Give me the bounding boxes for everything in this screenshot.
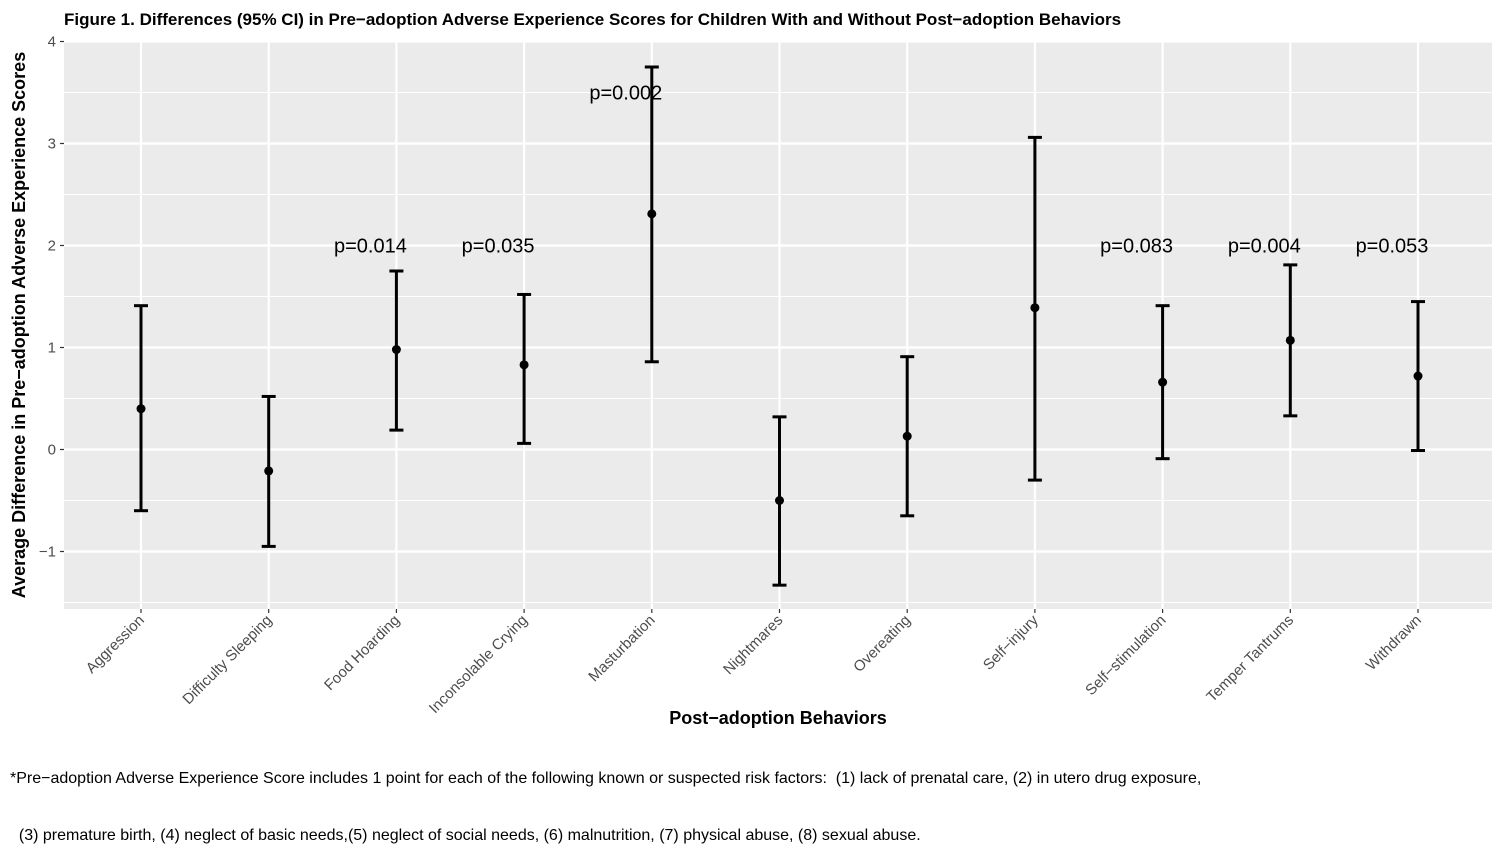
error-bar <box>1283 263 1298 418</box>
x-tick-label: Overeating <box>850 612 914 676</box>
estimate-point <box>136 404 146 414</box>
estimate-point <box>391 345 401 355</box>
estimate-point <box>519 360 529 370</box>
estimate-point <box>1413 371 1423 381</box>
y-axis: −1 0 1 2 3 4 <box>39 34 64 561</box>
x-axis: Aggression Difficulty Sleeping Food Hoardi… <box>83 609 1425 717</box>
estimate-point <box>902 431 912 441</box>
estimate-point <box>264 466 274 476</box>
error-bar <box>389 269 404 432</box>
chart-title: Figure 1. Differences (95% CI) in Pre−ad… <box>64 10 1121 29</box>
x-tick-label: Self−injury <box>980 611 1042 673</box>
estimate-point <box>775 496 784 505</box>
error-bar <box>134 304 148 513</box>
error-bar <box>517 292 532 445</box>
estimate-point <box>1158 377 1168 387</box>
estimate-point <box>647 209 657 219</box>
error-bar <box>772 415 787 587</box>
footnote: *Pre−adoption Adverse Experience Score i… <box>10 731 1500 864</box>
p-value-label: p=0.002 <box>589 83 662 105</box>
error-bar <box>1027 135 1042 482</box>
error-bar <box>644 65 659 364</box>
error-bar <box>900 355 915 518</box>
y-tick-label: 4 <box>48 34 56 51</box>
footnote-line-2: (3) premature birth, (4) neglect of basi… <box>10 827 921 844</box>
x-axis-label: Post−adoption Behaviors <box>669 708 887 728</box>
y-tick-label: 0 <box>48 442 56 459</box>
p-value-label: p=0.035 <box>462 236 535 258</box>
p-value-annotations: p=0.014 p=0.035 p=0.002 p=0.083 p=0.004 p=0.0… <box>334 83 1428 258</box>
estimate-point <box>1030 303 1040 313</box>
y-tick-label: 3 <box>48 136 56 153</box>
y-tick-label: −1 <box>39 544 56 561</box>
y-axis-label: Average Difference in Pre−adoption Adver… <box>9 52 29 598</box>
x-tick-label: Inconsolable Crying <box>426 612 531 717</box>
x-tick-label: Food Hoarding <box>321 612 403 694</box>
error-bar <box>1155 304 1170 461</box>
x-tick-label: Self−stimulation <box>1082 612 1169 699</box>
x-tick-label: Difficulty Sleeping <box>179 612 275 708</box>
x-tick-label: Aggression <box>83 612 148 677</box>
p-value-label: p=0.083 <box>1100 236 1173 258</box>
p-value-label: p=0.014 <box>334 236 407 258</box>
estimate-point <box>1285 335 1295 345</box>
error-bars <box>134 65 1425 587</box>
y-tick-label: 2 <box>48 238 56 255</box>
x-tick-label: Withdrawn <box>1363 612 1425 674</box>
p-value-label: p=0.004 <box>1228 236 1301 258</box>
x-tick-label: Nightmares <box>720 612 786 678</box>
error-bar <box>261 394 276 548</box>
x-tick-label: Masturbation <box>585 612 658 685</box>
x-tick-label: Temper Tantrums <box>1203 612 1297 706</box>
error-bar <box>1411 300 1425 453</box>
y-tick-label: 1 <box>48 340 56 357</box>
chart: Figure 1. Differences (95% CI) in Pre−ad… <box>9 10 1492 728</box>
p-value-label: p=0.053 <box>1356 236 1429 258</box>
